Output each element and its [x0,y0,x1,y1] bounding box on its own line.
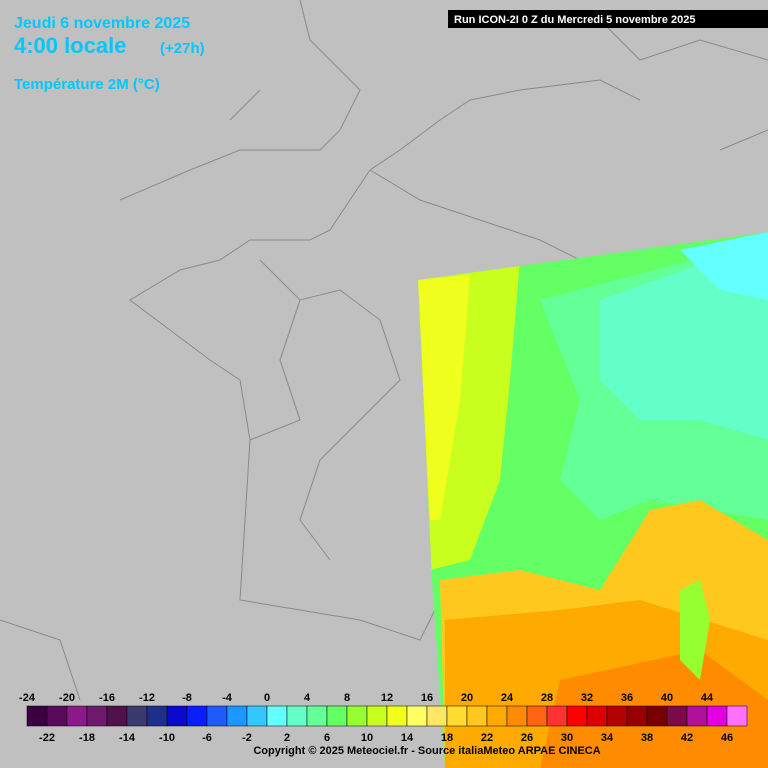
legend-swatch [346,705,368,727]
run-box [448,10,768,28]
temperature-field [418,232,768,768]
date: Jeudi 6 novembre 2025 [14,15,190,32]
legend-label: 2 [284,732,290,744]
legend-swatch [446,705,468,727]
legend-label: 16 [421,692,433,704]
legend-label: 12 [381,692,393,704]
legend-swatch [286,705,308,727]
legend-label: -22 [39,732,55,744]
legend-swatch [366,705,388,727]
legend-label: 20 [461,692,473,704]
legend-label: 4 [304,692,311,704]
legend-label: 30 [561,732,573,744]
legend-swatch [486,705,508,727]
legend-swatch [186,705,208,727]
legend-label: -2 [242,732,252,744]
legend-label: 10 [361,732,373,744]
legend-label: 28 [541,692,553,704]
legend-swatch [246,705,268,727]
legend-label: -6 [202,732,212,744]
legend-swatch [526,705,548,727]
legend-swatch [206,705,228,727]
legend-swatch [506,705,528,727]
legend-label: 32 [581,692,593,704]
legend-label: 34 [601,732,614,744]
legend-swatch [226,705,248,727]
legend-label: -14 [119,732,136,744]
legend-label: 38 [641,732,653,744]
legend-swatch [106,705,128,727]
run-info: Run ICON-2I 0 Z du Mercredi 5 novembre 2… [454,14,695,26]
legend-label: 22 [481,732,493,744]
legend-swatch [426,705,448,727]
legend-swatch [46,705,68,727]
legend-swatch [166,705,188,727]
legend-swatch [546,705,568,727]
legend-swatch [586,705,608,727]
legend-label: -16 [99,692,115,704]
legend-label: 18 [441,732,453,744]
legend-swatch [266,705,288,727]
legend-label: -8 [182,692,192,704]
legend-label: 40 [661,692,673,704]
legend-label: 26 [521,732,533,744]
lead-time: (+27h) [160,40,205,57]
legend-swatch [726,705,748,727]
legend-label: 42 [681,732,693,744]
legend-swatch [626,705,648,727]
legend-swatch [606,705,628,727]
legend-label: 6 [324,732,330,744]
legend-label: -4 [222,692,233,704]
legend-swatch [646,705,668,727]
legend: -24-22-20-18-16-14-12-10-8-6-4-202468101… [19,692,748,744]
legend-label: -20 [59,692,75,704]
parameter: Température 2M (°C) [14,76,160,93]
legend-swatch [126,705,148,727]
legend-label: 24 [501,692,514,704]
legend-swatch [466,705,488,727]
copyright: Copyright © 2025 Meteociel.fr - Source i… [253,745,600,757]
legend-swatch [326,705,348,727]
legend-swatch [566,705,588,727]
legend-swatch [666,705,688,727]
legend-swatch [26,705,48,727]
legend-swatch [386,705,408,727]
legend-label: 14 [401,732,414,744]
legend-swatch [406,705,428,727]
legend-swatch [306,705,328,727]
time: 4:00 locale [14,33,127,58]
legend-label: 46 [721,732,733,744]
legend-label: -24 [19,692,36,704]
legend-label: 44 [701,692,714,704]
legend-swatch [686,705,708,727]
legend-label: 8 [344,692,350,704]
legend-label: 36 [621,692,633,704]
legend-label: -10 [159,732,175,744]
legend-swatch [706,705,728,727]
legend-swatch [66,705,88,727]
legend-label: -12 [139,692,155,704]
legend-label: -18 [79,732,95,744]
legend-swatch [86,705,108,727]
legend-label: 0 [264,692,270,704]
legend-swatch [146,705,168,727]
